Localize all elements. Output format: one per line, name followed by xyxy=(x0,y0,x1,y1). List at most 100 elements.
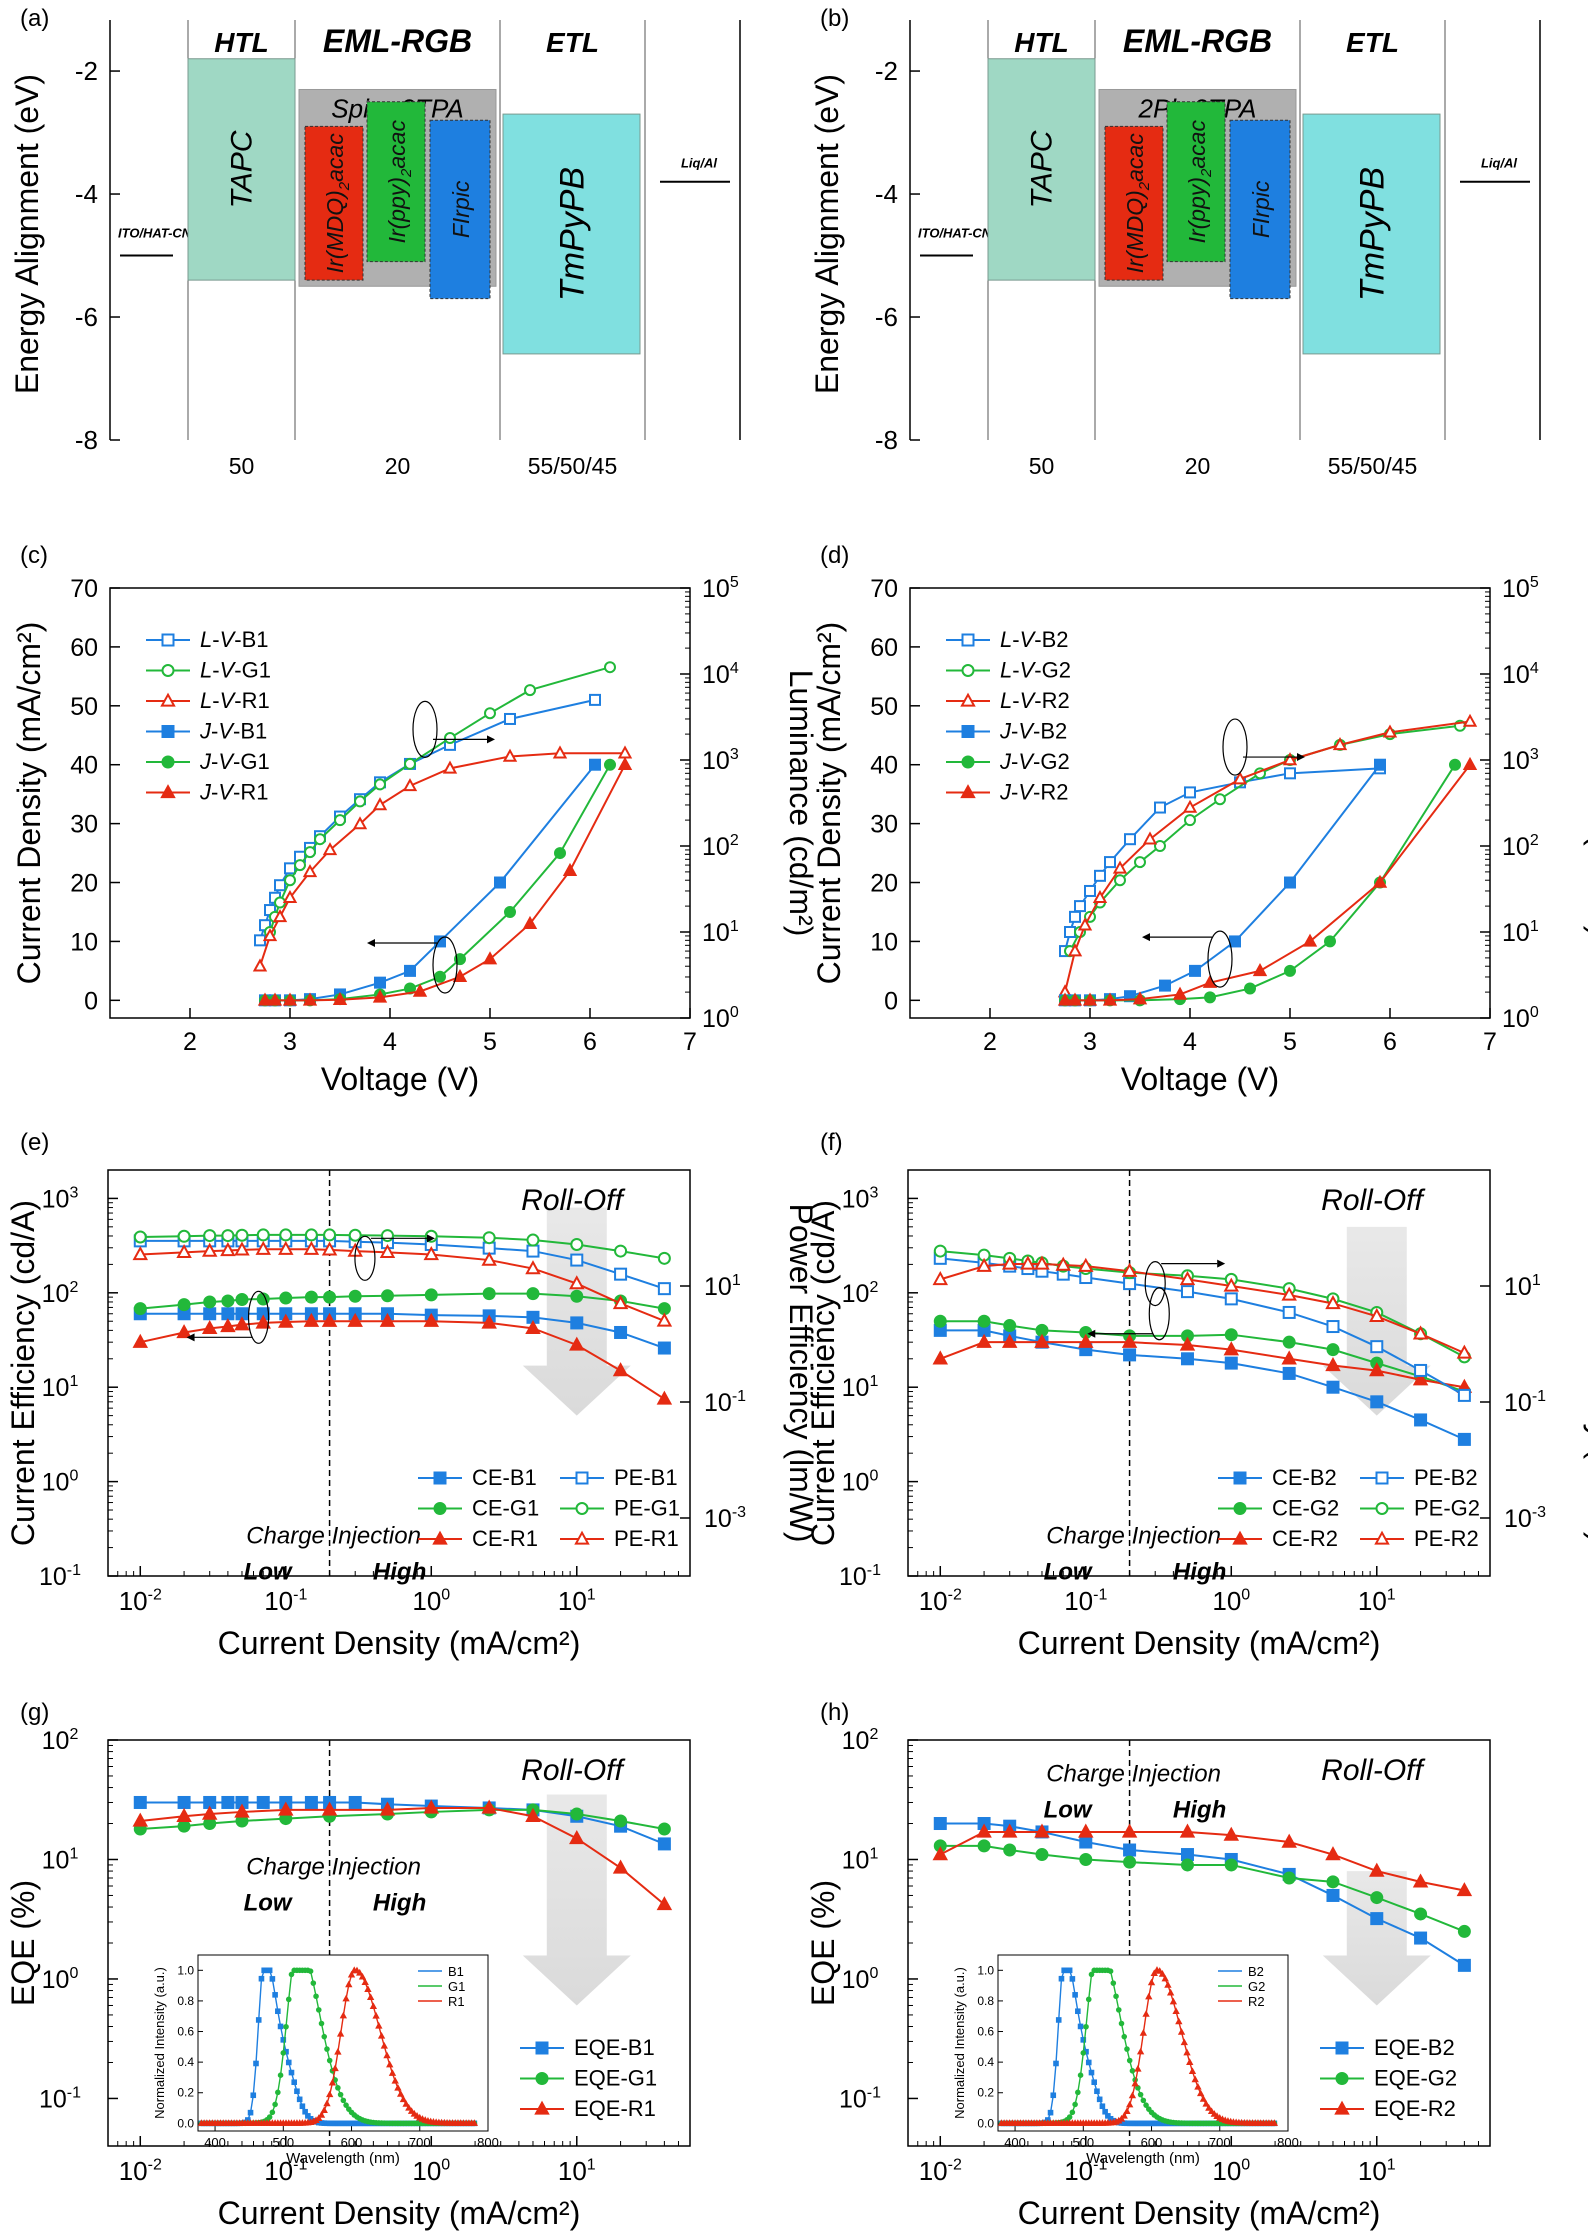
x-tick-label: 101 xyxy=(1358,2156,1396,2186)
data-point-L-V-R1 xyxy=(302,864,318,878)
data-point-J-V-R2 xyxy=(1082,992,1098,1006)
panel-label: (a) xyxy=(20,5,49,32)
legend-label: EQE-B1 xyxy=(574,2035,655,2060)
series-line-L-V-G1 xyxy=(269,666,611,933)
data-point-PE-R2 xyxy=(1325,1295,1341,1310)
legend-label: EQE-G1 xyxy=(574,2066,657,2091)
x-axis-title: Current Density (mA/cm²) xyxy=(218,1625,581,1661)
dopant-label: Ir(MDQ)2acac xyxy=(322,133,353,273)
high-label: High xyxy=(373,1889,426,1916)
x-tick-label: 10-2 xyxy=(119,2156,162,2186)
series-line-L-V-R1 xyxy=(259,752,625,967)
inset-legend-label: B1 xyxy=(448,1964,464,1979)
inset-data-point-R2 xyxy=(1166,1988,1175,1996)
inset-data-point-R2 xyxy=(1120,2111,1128,2119)
inset-y-axis-title: Normalized Intensity (a.u.) xyxy=(952,1967,967,2119)
data-point-PE-R1 xyxy=(656,1312,673,1327)
data-point-CE-R1 xyxy=(347,1312,363,1327)
data-point-L-V-B2 xyxy=(1124,833,1136,846)
inset-data-point-R2 xyxy=(1210,2110,1218,2117)
data-point-EQE-R2 xyxy=(1179,1823,1196,1838)
inset-data-point-R1 xyxy=(386,2060,394,2068)
data-point-CE-G1 xyxy=(323,1290,337,1304)
data-point-PE-R2 xyxy=(1369,1307,1385,1323)
data-point-EQE-R2 xyxy=(976,1823,992,1838)
inset-data-point-G2 xyxy=(1118,2020,1125,2027)
legend-label: CE-R1 xyxy=(472,1526,538,1551)
inset-data-point-G1 xyxy=(272,2101,278,2108)
y-tick-label: 30 xyxy=(70,811,98,839)
legend-marker xyxy=(535,2041,549,2055)
legend-label: EQE-G2 xyxy=(1374,2066,1457,2091)
x-tick-label: 101 xyxy=(1358,1586,1396,1616)
data-point-L-V-R1 xyxy=(352,816,368,830)
legend-label: CE-B2 xyxy=(1272,1465,1337,1490)
htl-material-label: TAPC xyxy=(1026,130,1059,208)
data-point-L-V-R1 xyxy=(322,842,338,856)
data-point-PE-R2 xyxy=(1001,1255,1018,1270)
data-point-L-V-G2 xyxy=(1214,793,1226,806)
inset-data-point-R1 xyxy=(334,2047,342,2055)
inset-data-point-R2 xyxy=(1164,1981,1172,1988)
x-tick-label: 10-2 xyxy=(119,1586,162,1616)
data-point-EQE-B1 xyxy=(133,1795,147,1809)
legend-label: PE-G1 xyxy=(614,1496,680,1521)
x-axis-title: Current Density (mA/cm²) xyxy=(218,2195,581,2231)
inset-data-point-R1 xyxy=(320,2106,328,2114)
inset-data-point-R1 xyxy=(317,2111,326,2118)
inset-x-tick-label: 700 xyxy=(409,2135,431,2150)
inset-data-point-B1 xyxy=(296,2096,303,2103)
data-point-J-V-G1 xyxy=(604,758,616,771)
data-point-PE-B2 xyxy=(1123,1277,1137,1291)
data-point-EQE-R2 xyxy=(1281,1833,1297,1848)
energy-level-red xyxy=(1104,125,1164,281)
data-point-CE-R1 xyxy=(379,1312,396,1327)
legend-label: EQE-R2 xyxy=(1374,2096,1456,2121)
data-point-PE-R2 xyxy=(1020,1255,1036,1270)
data-point-CE-B1 xyxy=(203,1307,217,1321)
y-tick-label: 0 xyxy=(84,987,98,1015)
legend-label: PE-G2 xyxy=(1414,1496,1480,1521)
legend-label: J-V-B1 xyxy=(199,719,267,744)
inset-data-point-B2 xyxy=(1094,2088,1100,2095)
inset-data-point-R2 xyxy=(1161,1974,1169,1982)
data-point-L-V-G2 xyxy=(1134,856,1146,869)
data-point-L-V-G1 xyxy=(404,757,416,770)
inset-data-point-B1 xyxy=(253,2060,259,2067)
data-point-PE-B2 xyxy=(1326,1320,1340,1334)
data-point-EQE-R1 xyxy=(234,1803,250,1818)
inset-data-point-R1 xyxy=(377,2032,386,2039)
data-point-PE-G1 xyxy=(348,1228,362,1242)
data-point-CE-G1 xyxy=(657,1302,671,1316)
data-point-EQE-B1 xyxy=(304,1795,318,1809)
inset-data-point-G2 xyxy=(1085,1996,1092,2003)
legend-label: J-V-R1 xyxy=(199,780,268,805)
legend-marker xyxy=(574,1530,590,1545)
x-tick-label: 100 xyxy=(412,1586,450,1616)
y-tick-label: 40 xyxy=(870,752,898,780)
x-tick-label: 7 xyxy=(683,1028,697,1056)
data-point-J-V-R1 xyxy=(452,968,468,983)
legend-label: CE-R2 xyxy=(1272,1526,1338,1551)
data-point-J-V-B2 xyxy=(1374,758,1386,771)
annotation-arrowhead xyxy=(487,735,495,744)
data-point-L-V-R2 xyxy=(1092,889,1108,904)
data-point-CE-R2 xyxy=(976,1333,992,1348)
data-point-EQE-R2 xyxy=(1369,1862,1385,1877)
data-point-EQE-R2 xyxy=(1001,1823,1018,1838)
data-point-EQE-G2 xyxy=(1224,1858,1238,1872)
data-point-L-V-R1 xyxy=(272,909,288,923)
data-point-PE-G1 xyxy=(203,1229,217,1243)
legend-marker xyxy=(961,725,975,738)
data-point-PE-R2 xyxy=(1456,1344,1473,1359)
series-line-J-V-B1 xyxy=(265,764,596,1002)
data-point-L-V-G2 xyxy=(1184,814,1196,827)
y-tick-label: -8 xyxy=(75,425,98,455)
legend-marker xyxy=(1233,1471,1247,1485)
data-point-J-V-R1 xyxy=(412,983,428,997)
data-point-J-V-G2 xyxy=(1244,982,1256,995)
data-point-J-V-R2 xyxy=(1132,991,1148,1005)
annotation-oval xyxy=(1148,1287,1170,1341)
y-axis-title: Current Efficiency (cd/A) xyxy=(805,1200,841,1546)
y2-axis-title: Power Efficiency (lm/W) xyxy=(1583,1203,1588,1542)
